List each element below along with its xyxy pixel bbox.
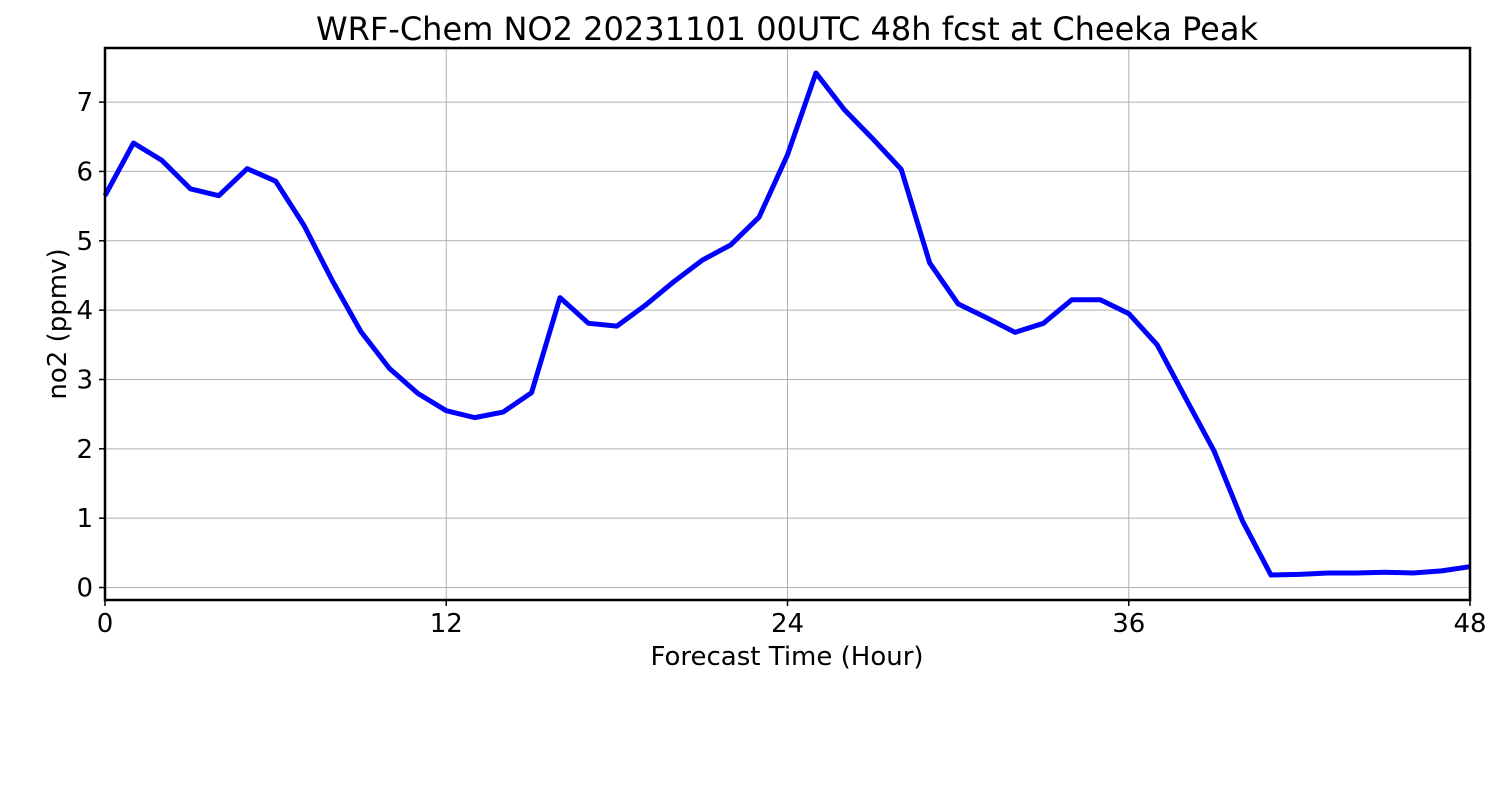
x-axis-ticks: 0 12 24 36 48 bbox=[97, 600, 1487, 639]
y-tick-label: 3 bbox=[76, 365, 93, 395]
y-tick-label: 6 bbox=[76, 157, 93, 187]
y-tick-label: 2 bbox=[76, 435, 93, 465]
plot-area bbox=[102, 46, 1472, 602]
y-tick-label: 4 bbox=[76, 296, 93, 326]
x-axis-title: Forecast Time (Hour) bbox=[650, 642, 923, 672]
y-axis-ticks: 0 1 2 3 4 5 6 7 bbox=[76, 88, 105, 604]
y-tick-label: 0 bbox=[76, 574, 93, 604]
y-tick-label: 7 bbox=[76, 88, 93, 118]
y-tick-label: 5 bbox=[76, 227, 93, 257]
x-tick-label: 36 bbox=[1112, 609, 1145, 639]
x-tick-label: 24 bbox=[771, 609, 804, 639]
series-layer bbox=[102, 70, 1471, 578]
chart-title: WRF-Chem NO2 20231101 00UTC 48h fcst at … bbox=[316, 10, 1258, 48]
x-tick-label: 0 bbox=[97, 609, 114, 639]
x-tick-label: 48 bbox=[1453, 609, 1486, 639]
y-tick-label: 1 bbox=[76, 504, 93, 534]
no2-series-line bbox=[102, 70, 1471, 578]
x-tick-label: 12 bbox=[430, 609, 463, 639]
y-axis-title: no2 (ppmv) bbox=[43, 248, 73, 399]
